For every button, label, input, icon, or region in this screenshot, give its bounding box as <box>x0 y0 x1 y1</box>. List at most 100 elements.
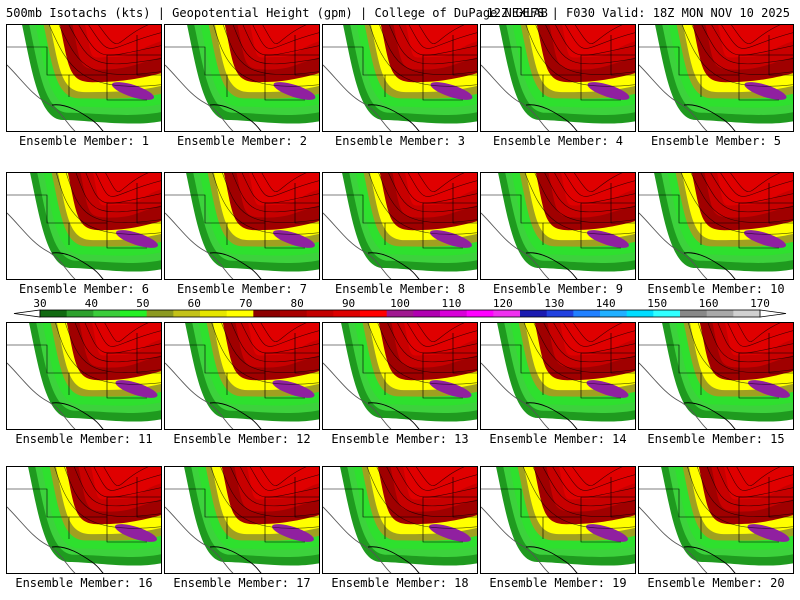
state-border <box>323 46 386 97</box>
state-border <box>294 183 319 224</box>
ensemble-member-map[interactable] <box>480 24 636 132</box>
border-line <box>51 104 104 131</box>
ensemble-member-label: Ensemble Member: 10 <box>647 282 785 296</box>
ensemble-member-map[interactable] <box>322 172 478 280</box>
colorbar-tick-label: 80 <box>291 297 304 310</box>
height-contour <box>716 467 793 498</box>
ensemble-member-map[interactable] <box>480 172 636 280</box>
height-contour <box>262 25 307 44</box>
isotach-band <box>403 467 477 500</box>
ensemble-member-map[interactable] <box>480 466 636 574</box>
border-line <box>209 104 262 131</box>
state-border <box>69 496 161 518</box>
ensemble-member-map[interactable] <box>164 172 320 280</box>
height-contour <box>232 25 319 65</box>
colorbar-graphic: 30 40 50 60 70 80 90 100 110 120 130 140 150 160 170 <box>13 297 787 318</box>
colorbar-tick-label: 30 <box>33 297 46 310</box>
ensemble-member-map[interactable] <box>480 322 636 430</box>
coastline <box>481 212 550 279</box>
state-border <box>264 373 305 399</box>
state-border <box>701 54 793 76</box>
ensemble-member-map[interactable] <box>638 24 794 132</box>
ensemble-member-map[interactable] <box>6 466 162 574</box>
coastline <box>481 506 550 573</box>
ensemble-member-label: Ensemble Member: 12 <box>173 432 311 446</box>
ensemble-member-map[interactable] <box>6 172 162 280</box>
state-border <box>323 344 386 395</box>
height-contour <box>535 25 635 75</box>
ensemble-member-map[interactable] <box>164 24 320 132</box>
state-border <box>264 223 305 249</box>
height-contour <box>368 173 477 235</box>
state-border <box>106 373 147 399</box>
ensemble-member-label: Ensemble Member: 9 <box>492 282 624 296</box>
isotach-band <box>560 323 635 356</box>
ensemble-member-label: Ensemble Member: 5 <box>650 134 782 148</box>
ensemble-member-map[interactable] <box>6 24 162 132</box>
state-border <box>639 46 702 97</box>
ensemble-member-label: Ensemble Member: 18 <box>331 576 469 590</box>
model-run-info: 12Z GEFS | F030 Valid: 18Z MON NOV 10 20… <box>486 6 790 20</box>
colorbar-tick-label: 40 <box>85 297 98 310</box>
ensemble-member-map[interactable] <box>638 466 794 574</box>
ensemble-member-map[interactable] <box>322 322 478 430</box>
colorbar-swatch <box>706 310 734 317</box>
isotach-map <box>323 467 477 573</box>
height-contour <box>83 467 161 498</box>
border-line <box>51 546 104 573</box>
ensemble-member-label: Ensemble Member: 14 <box>489 432 627 446</box>
state-border <box>106 223 147 249</box>
height-contour <box>240 467 319 498</box>
colorbar-over-arrow <box>759 309 787 318</box>
ensemble-member-map[interactable] <box>638 322 794 430</box>
ensemble-member-map[interactable] <box>322 24 478 132</box>
coastline <box>165 212 234 279</box>
border-line <box>525 546 578 573</box>
isotach-map <box>165 173 319 279</box>
border-line <box>525 104 578 131</box>
state-border <box>580 75 621 101</box>
coastline <box>165 506 234 573</box>
jet-max-core <box>744 82 787 100</box>
state-border <box>580 517 621 543</box>
height-contour <box>377 323 477 373</box>
state-border <box>768 183 793 224</box>
ensemble-member-map[interactable] <box>164 466 320 574</box>
state-border <box>227 352 319 374</box>
jet-max-core <box>273 82 316 100</box>
ensemble-member-label: Ensemble Member: 1 <box>18 134 150 148</box>
isotach-map <box>481 25 635 131</box>
height-contour <box>389 25 477 65</box>
colorbar-swatch <box>546 310 574 317</box>
ensemble-member-map[interactable] <box>322 466 478 574</box>
border-line <box>209 546 262 573</box>
ensemble-member-label: Ensemble Member: 17 <box>173 576 311 590</box>
ensemble-member-map[interactable] <box>6 322 162 430</box>
ensemble-member-label: Ensemble Member: 2 <box>176 134 308 148</box>
jet-max-core <box>114 524 158 542</box>
state-border <box>7 344 70 395</box>
height-contour <box>211 323 319 385</box>
height-contour <box>376 467 477 517</box>
height-contour <box>64 323 161 373</box>
height-contour <box>553 323 635 354</box>
height-contour <box>564 173 635 197</box>
state-border <box>639 488 702 539</box>
state-border <box>701 496 793 518</box>
colorbar-tick-label: 50 <box>136 297 149 310</box>
height-contour <box>552 467 635 498</box>
height-contour <box>523 323 635 385</box>
height-contour <box>378 173 477 223</box>
coastline <box>639 506 708 573</box>
height-contour <box>721 25 793 49</box>
height-contour <box>525 25 635 87</box>
height-contour <box>563 323 635 347</box>
state-border <box>422 75 463 101</box>
colorbar-tick-label: 60 <box>188 297 201 310</box>
state-border <box>165 488 228 539</box>
border-line <box>209 252 262 279</box>
state-border <box>385 54 477 76</box>
height-contour <box>55 323 161 385</box>
ensemble-member-map[interactable] <box>638 172 794 280</box>
ensemble-member-map[interactable] <box>164 322 320 430</box>
